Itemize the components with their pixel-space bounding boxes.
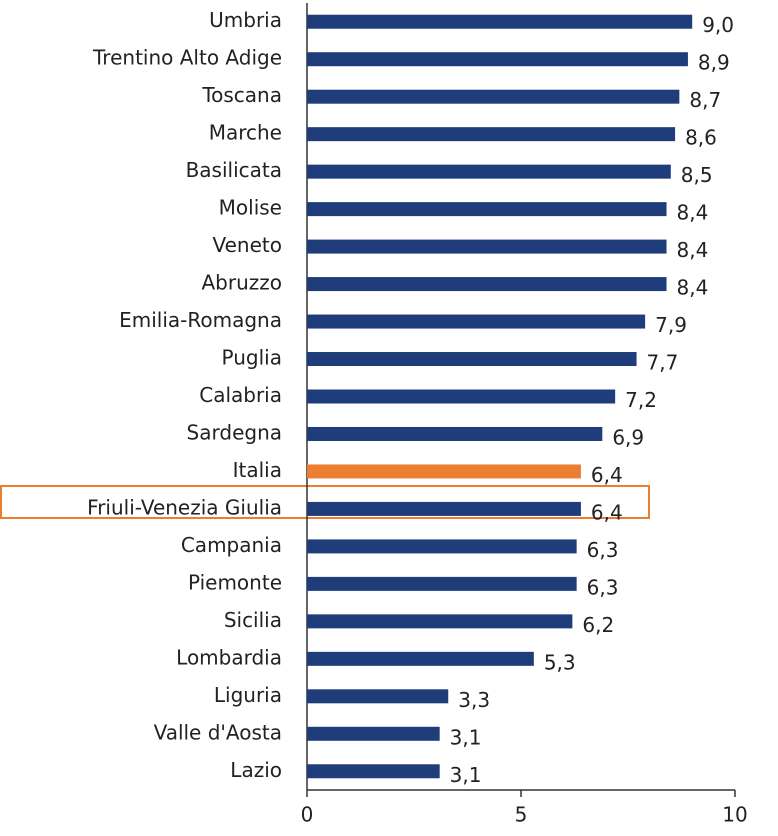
value-label: 6,9 (612, 425, 644, 449)
value-label: 8,4 (677, 276, 709, 300)
bar (307, 127, 676, 142)
y-tick-label: Piemonte (188, 570, 282, 594)
y-tick-label: Liguria (214, 683, 282, 707)
value-label: 7,9 (655, 313, 687, 337)
bar (307, 277, 667, 292)
bar (307, 501, 581, 516)
bar (307, 239, 667, 254)
value-label: 8,4 (677, 201, 709, 225)
value-label: 6,4 (591, 500, 623, 524)
y-tick-label: Abruzzo (201, 271, 282, 295)
bar (307, 614, 573, 629)
value-label: 7,2 (625, 388, 657, 412)
y-tick-label: Basilicata (186, 158, 282, 182)
value-label: 6,3 (587, 575, 619, 599)
y-tick-label: Lazio (230, 758, 282, 782)
value-label: 7,7 (647, 351, 679, 375)
bar (307, 164, 671, 179)
y-tick-label: Friuli-Venezia Giulia (87, 495, 282, 519)
bar (307, 539, 577, 554)
bar (307, 14, 693, 29)
value-label: 8,9 (698, 51, 730, 75)
bar (307, 202, 667, 217)
value-label: 8,5 (681, 163, 713, 187)
bar (307, 314, 646, 329)
bar (307, 651, 534, 666)
y-tick-label: Veneto (213, 233, 283, 257)
value-label: 5,3 (544, 650, 576, 674)
bar (307, 576, 577, 591)
value-label: 6,2 (582, 613, 614, 637)
value-label: 3,1 (450, 763, 482, 787)
y-tick-label: Sicilia (224, 608, 282, 632)
y-tick-label: Calabria (199, 383, 282, 407)
y-tick-label: Umbria (209, 8, 282, 32)
bar (307, 689, 449, 704)
value-label: 8,7 (689, 88, 721, 112)
value-label: 3,1 (450, 725, 482, 749)
bar (307, 352, 637, 367)
y-tick-label: Puglia (222, 346, 282, 370)
x-tick-label: 0 (301, 803, 314, 827)
y-tick-label: Campania (181, 533, 282, 557)
value-label: 3,3 (458, 688, 490, 712)
y-tick-label: Sardegna (187, 420, 282, 444)
value-label: 6,3 (587, 538, 619, 562)
value-label: 9,0 (702, 13, 734, 37)
bar (307, 764, 440, 779)
y-tick-label: Emilia-Romagna (119, 308, 282, 332)
y-tick-label: Valle d'Aosta (154, 720, 282, 744)
y-tick-label: Marche (209, 121, 282, 145)
bar (307, 52, 688, 67)
bar (307, 89, 680, 104)
bar (307, 464, 581, 479)
x-tick-label: 10 (722, 803, 747, 827)
highlight-box (0, 485, 650, 519)
y-tick-label: Molise (219, 196, 282, 220)
y-tick-label: Italia (233, 458, 282, 482)
bar (307, 426, 603, 441)
value-label: 6,4 (591, 463, 623, 487)
y-tick-label: Toscana (201, 83, 282, 107)
value-label: 8,6 (685, 126, 717, 150)
value-label: 8,4 (677, 238, 709, 262)
bar (307, 726, 440, 741)
y-tick-label: Trentino Alto Adige (92, 46, 282, 70)
bar (307, 389, 616, 404)
x-tick-label: 5 (515, 803, 528, 827)
y-tick-label: Lombardia (176, 645, 282, 669)
